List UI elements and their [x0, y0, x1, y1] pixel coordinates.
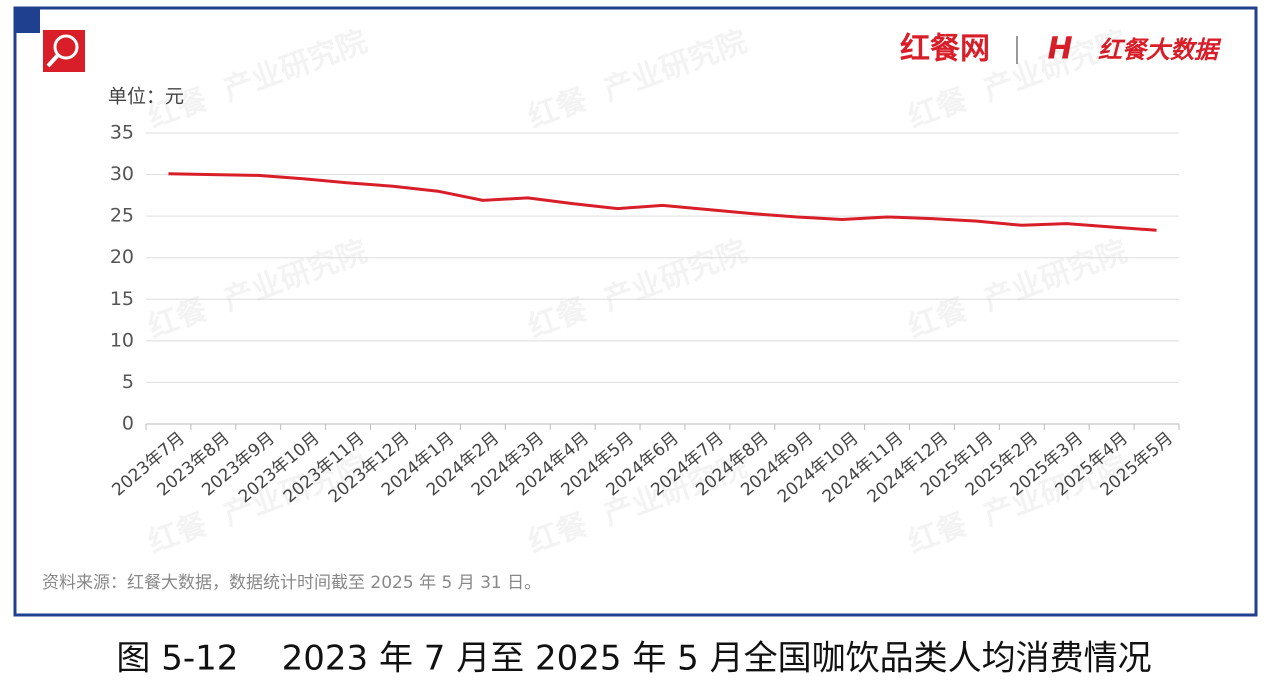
- corner-block: [14, 7, 40, 33]
- logo-mark: H: [1047, 32, 1072, 67]
- watermark-brand: 红餐: [524, 507, 593, 561]
- y-tick-label: 30: [110, 163, 134, 185]
- y-tick-label: 5: [122, 371, 134, 393]
- y-tick-label: 10: [110, 329, 134, 351]
- watermark-brand: 红餐: [144, 507, 213, 561]
- watermark-text: 产业研究院: [219, 24, 372, 108]
- watermark: 红餐产业研究院: [144, 24, 372, 136]
- watermark-text: 产业研究院: [979, 234, 1132, 318]
- watermark-text: 产业研究院: [599, 234, 752, 318]
- watermark: 红餐产业研究院: [904, 234, 1132, 346]
- watermark-text: 产业研究院: [219, 234, 372, 318]
- plot: 051015202530352023年7月2023年8月2023年9月2023年…: [109, 122, 1180, 507]
- magnifier-icon: [43, 30, 85, 72]
- y-tick-label: 0: [122, 413, 134, 435]
- watermark: 红餐产业研究院: [524, 234, 752, 346]
- watermark-text: 产业研究院: [599, 24, 752, 108]
- y-tick-label: 35: [110, 122, 134, 144]
- caption: 图 5-12 2023 年 7 月至 2025 年 5 月全国咖饮品类人均消费情…: [116, 639, 1151, 679]
- unit-label: 单位：元: [108, 86, 184, 108]
- y-tick-label: 25: [110, 205, 134, 227]
- logo-right: 红餐大数据: [1098, 36, 1222, 64]
- watermark-brand: 红餐: [904, 82, 973, 136]
- y-tick-label: 15: [110, 288, 134, 310]
- logo-left: 红餐网: [900, 32, 990, 67]
- watermark-brand: 红餐: [524, 82, 593, 136]
- y-tick-label: 20: [110, 246, 134, 268]
- watermark: 红餐产业研究院: [144, 234, 372, 346]
- watermark-brand: 红餐: [524, 292, 593, 346]
- source-note: 资料来源：红餐大数据，数据统计时间截至 2025 年 5 月 31 日。: [42, 573, 541, 593]
- watermark: 红餐产业研究院: [524, 24, 752, 136]
- watermark-brand: 红餐: [904, 507, 973, 561]
- watermark-brand: 红餐: [904, 292, 973, 346]
- line: [168, 172, 1157, 232]
- frame: [13, 6, 1258, 617]
- watermark-brand: 红餐: [144, 292, 213, 346]
